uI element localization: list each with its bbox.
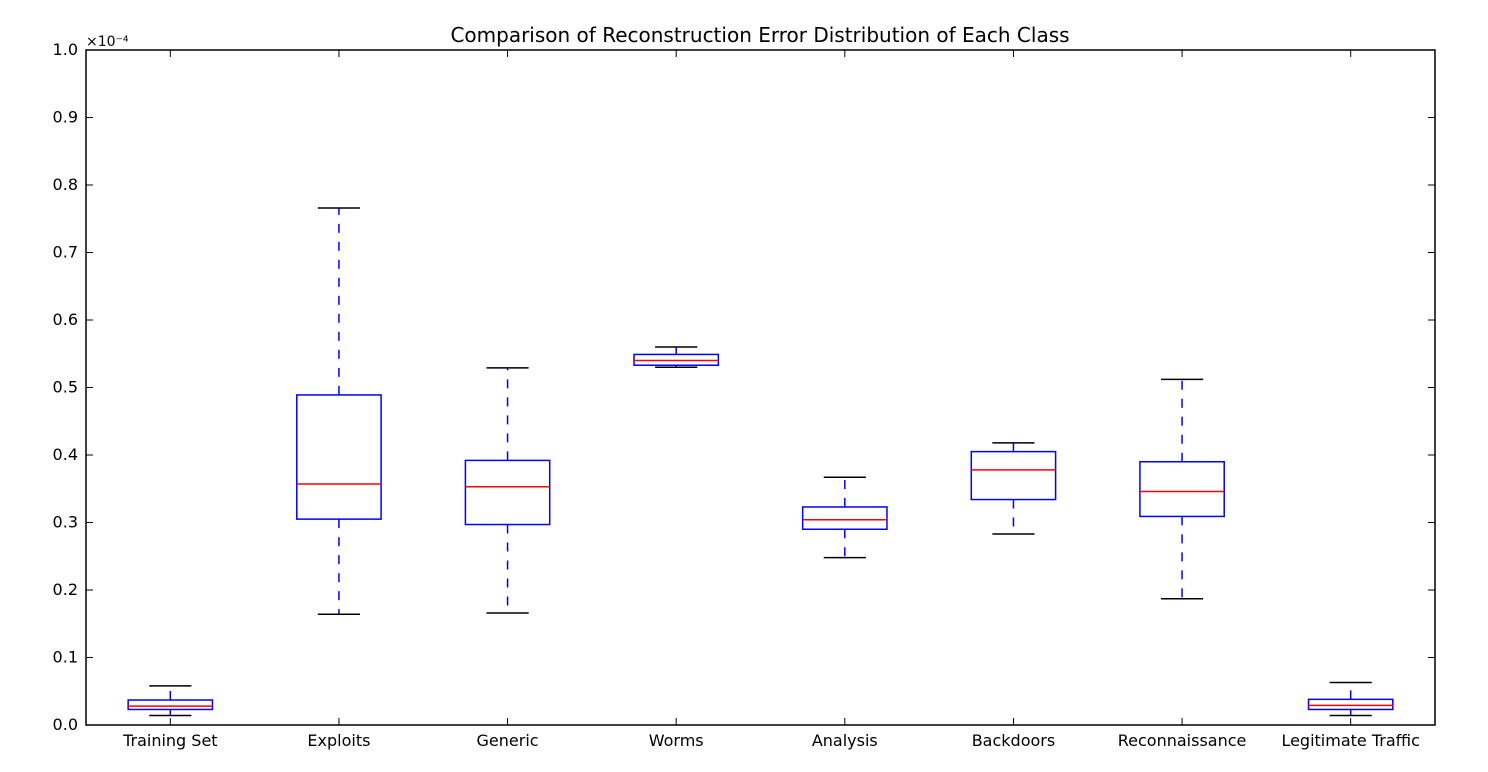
x-tick-label: Reconnaissance: [1118, 731, 1247, 750]
box-iqr: [464, 459, 551, 526]
x-tick-label: Worms: [649, 731, 704, 750]
y-tick-label: 0.9: [53, 108, 78, 127]
box-iqr: [127, 699, 214, 711]
y-tick-label: 0.5: [53, 378, 78, 397]
y-tick-label: 0.1: [53, 648, 78, 667]
y-tick-label: 0.3: [53, 513, 78, 532]
y-tick-label: 0.0: [53, 715, 78, 734]
plot-area-frame: [85, 49, 1436, 726]
y-axis-ticks: 0.0 0.1 0.2 0.3 0.4 0.5 0.6 0.7 0.8 0.9 1.0: [53, 40, 1435, 734]
x-tick-label: Exploits: [307, 731, 370, 750]
x-axis-ticks: Training Set Exploits Generic Worms Analysis…: [122, 50, 1420, 750]
y-tick-label: 1.0: [53, 40, 78, 59]
x-tick-label: Training Set: [122, 731, 218, 750]
box-iqr: [1139, 461, 1225, 518]
box-iqr: [970, 450, 1057, 501]
y-tick-label: 0.4: [53, 445, 78, 464]
y-tick-label: 0.2: [53, 580, 78, 599]
y-tick-label: 0.7: [53, 243, 78, 262]
y-tick-label: 0.6: [53, 310, 78, 329]
x-tick-label: Backdoors: [972, 731, 1056, 750]
y-scale-label: ×10⁻⁴: [86, 34, 129, 50]
chart-title: Comparison of Reconstruction Error Distr…: [450, 23, 1069, 47]
box-iqr: [801, 506, 888, 531]
box-iqr: [1307, 698, 1394, 711]
x-tick-label: Generic: [477, 731, 539, 750]
y-tick-label: 0.8: [53, 175, 78, 194]
box-series: [127, 207, 1394, 717]
box-iqr: [296, 394, 382, 520]
x-tick-label: Legitimate Traffic: [1281, 731, 1419, 750]
x-tick-label: Analysis: [812, 731, 878, 750]
